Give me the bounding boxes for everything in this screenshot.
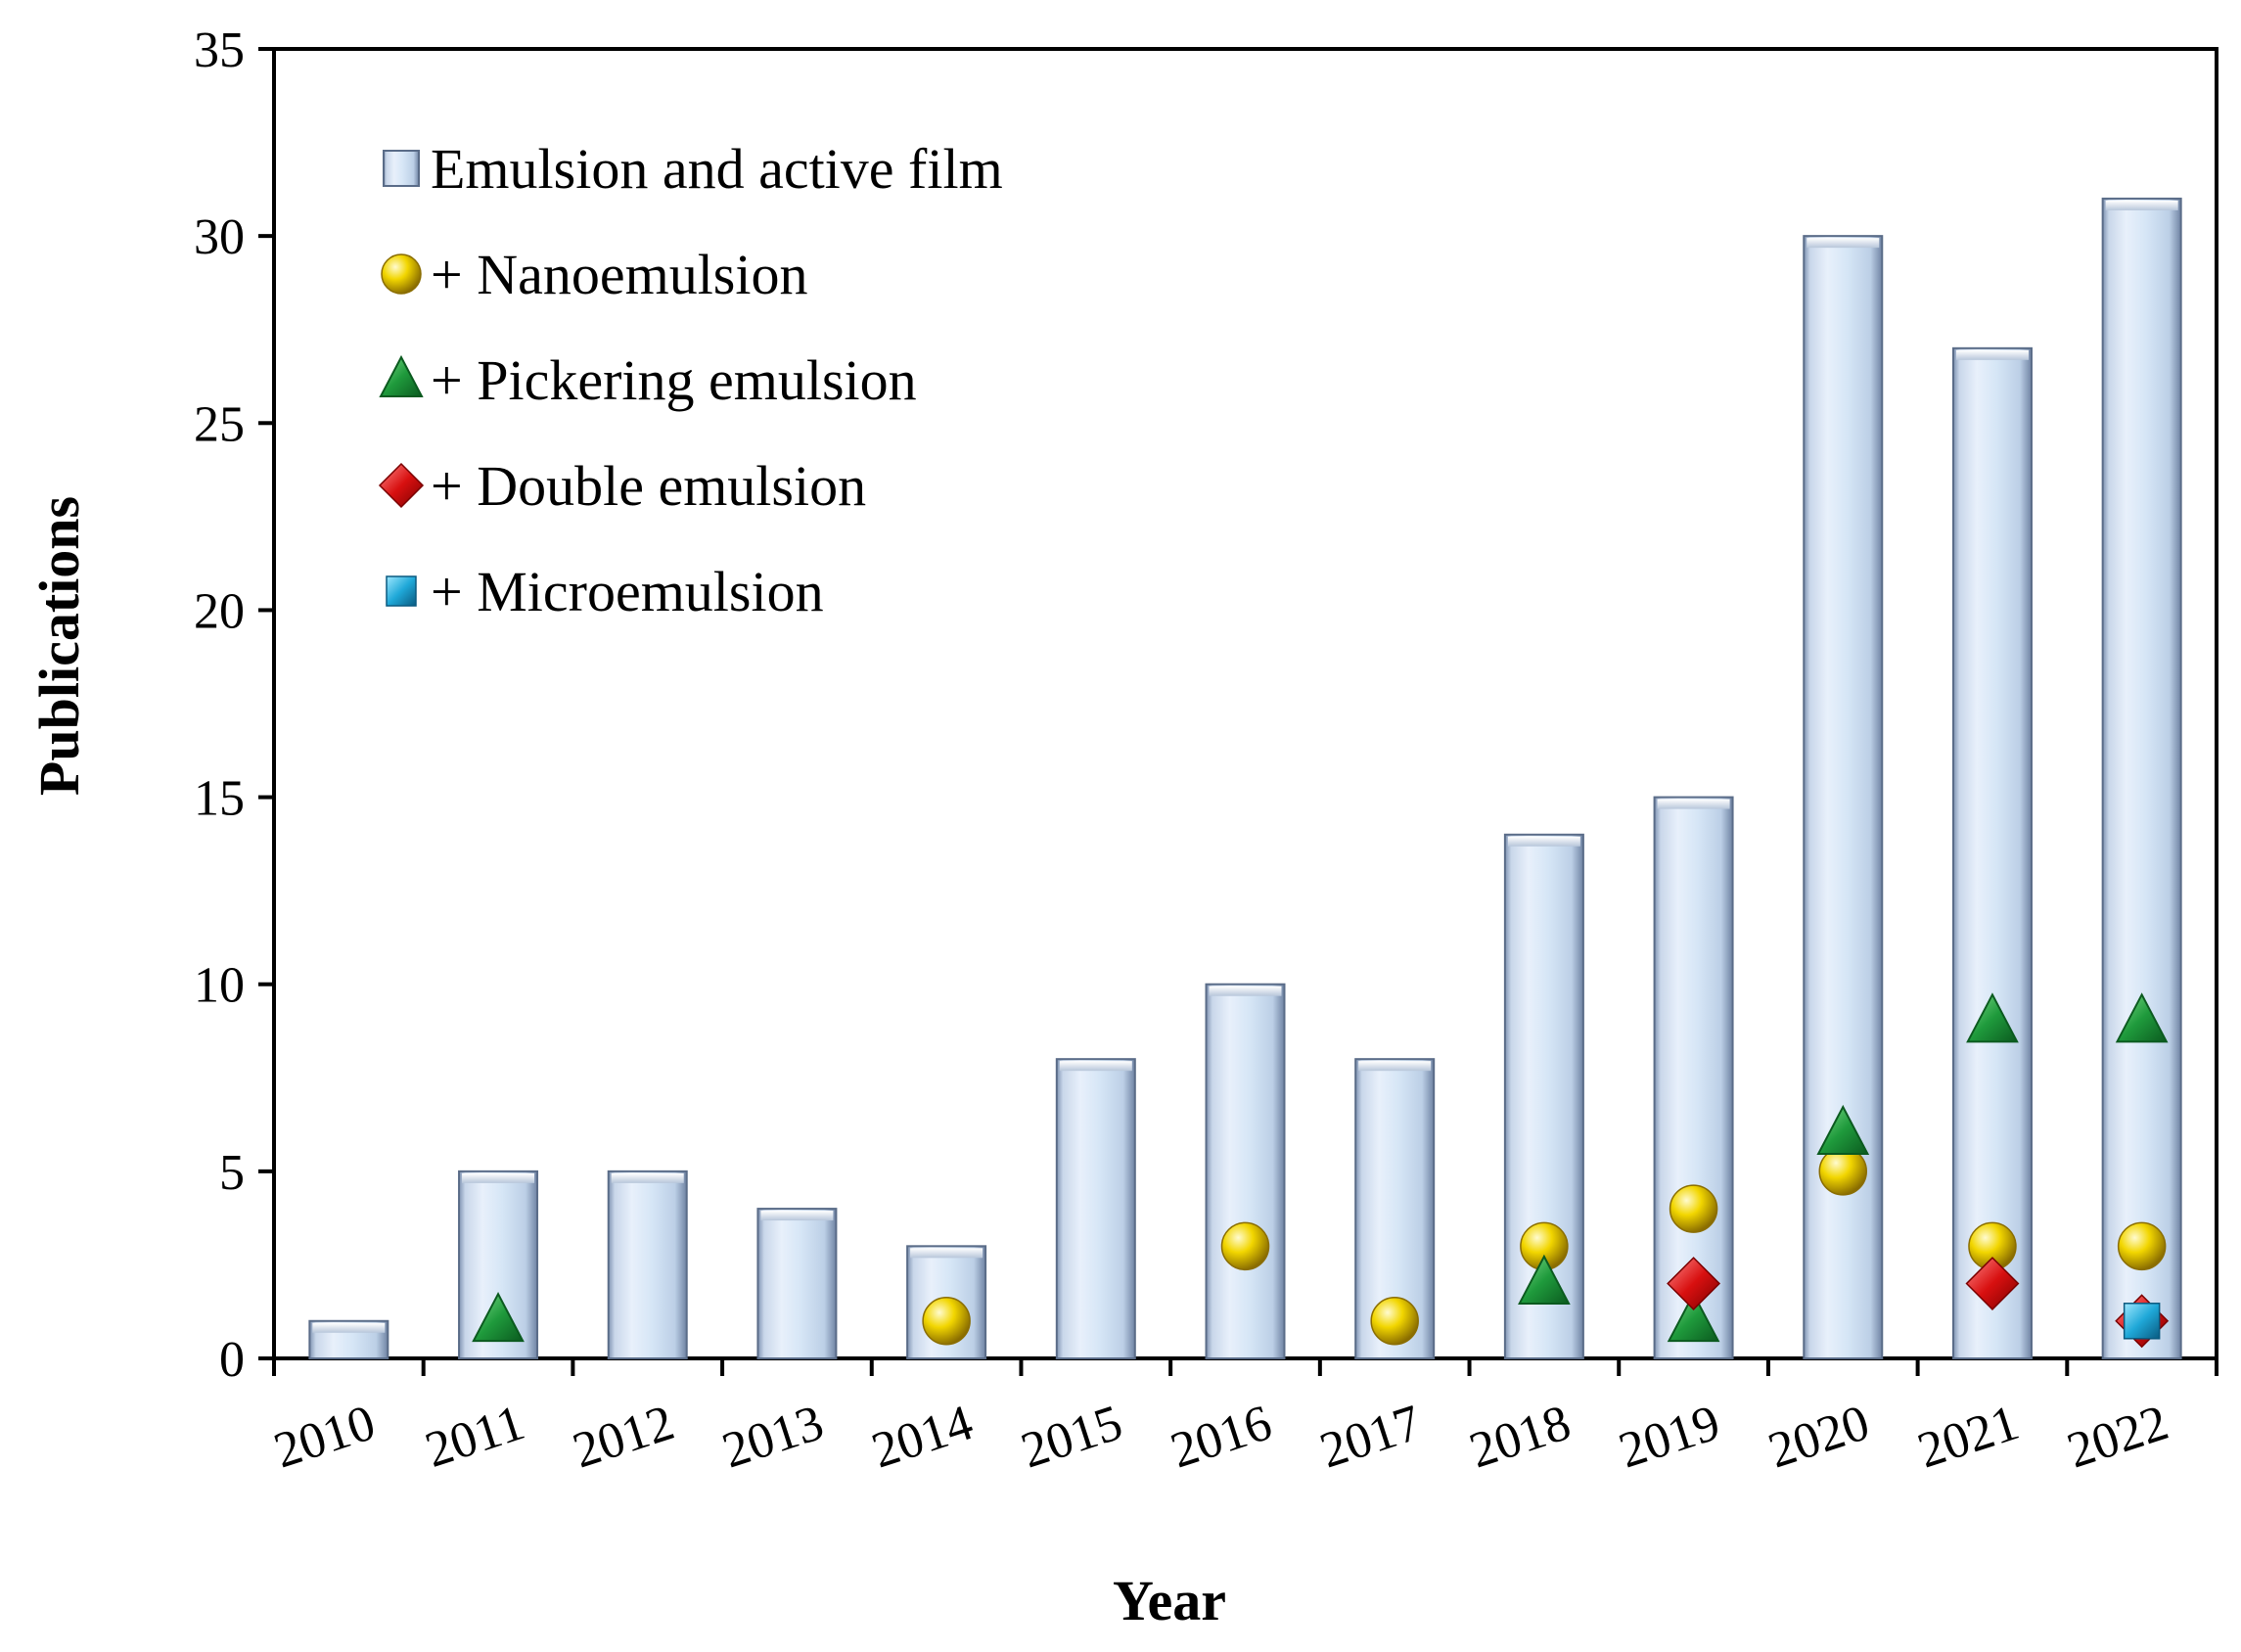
legend-label: + Nanoemulsion (431, 243, 808, 306)
legend-diamond-swatch (378, 462, 425, 509)
legend-item-square: + Microemulsion (386, 560, 824, 623)
diamond-marker (1965, 1257, 2020, 1311)
bar (1205, 983, 1286, 1359)
x-tick-label: 2018 (1463, 1395, 1578, 1479)
x-tick-label: 2010 (268, 1395, 383, 1479)
triangle-marker (1667, 1292, 1720, 1343)
legend-label: Emulsion and active film (431, 137, 1003, 201)
x-axis-title: Year (1113, 1569, 1226, 1632)
legend-circle-swatch (381, 253, 422, 295)
square-marker (2123, 1303, 2161, 1340)
x-tick-label: 2013 (716, 1395, 831, 1479)
x-tick-label: 2022 (2061, 1395, 2175, 1479)
x-tick-label: 2015 (1015, 1395, 1129, 1479)
legend-triangle-swatch (379, 354, 424, 397)
legend-label: + Double emulsion (431, 454, 866, 518)
bars-group (308, 197, 2182, 1360)
legend-square-swatch (386, 575, 417, 607)
legend-item-bars: Emulsion and active film (383, 137, 1003, 201)
legend-label: + Pickering emulsion (431, 348, 917, 412)
bar (1055, 1058, 1136, 1359)
triangle-marker (1518, 1254, 1571, 1305)
y-tick-label: 25 (194, 396, 245, 452)
legend-bar-swatch (383, 150, 420, 187)
circle-marker (1818, 1147, 1868, 1196)
y-tick-label: 0 (219, 1332, 245, 1388)
circle-marker (2117, 1221, 2167, 1271)
y-tick-label: 15 (194, 771, 245, 827)
triangle-marker (1966, 992, 2019, 1043)
legend-item-triangle: + Pickering emulsion (379, 348, 917, 412)
triangle-marker (472, 1292, 525, 1343)
bar (308, 1319, 389, 1360)
bar (607, 1170, 688, 1360)
circle-marker (1669, 1184, 1718, 1233)
y-tick-label: 5 (219, 1145, 245, 1201)
triangle-marker (1816, 1104, 1870, 1156)
legend-label: + Microemulsion (431, 560, 824, 623)
x-tick-label: 2016 (1165, 1395, 1279, 1479)
y-tick-label: 35 (194, 23, 245, 78)
y-axis-title: Publications (27, 496, 91, 796)
x-tick-label: 2011 (419, 1395, 531, 1479)
x-tick-label: 2014 (865, 1395, 980, 1479)
markers-group (472, 992, 2170, 1349)
bar (2101, 197, 2182, 1359)
x-axis-ticks: 2010 2011 2012 2013 2014 2015 2016 2017 2018 2019… (268, 1358, 2218, 1480)
y-tick-label: 30 (194, 209, 245, 265)
legend: Emulsion and active film + Nanoemulsion + … (378, 137, 1003, 623)
diamond-marker (1667, 1257, 1721, 1311)
bar (1951, 346, 2033, 1359)
circle-marker (1220, 1221, 1270, 1271)
legend-item-circle: + Nanoemulsion (381, 243, 808, 306)
x-tick-label: 2019 (1613, 1395, 1727, 1479)
bar (756, 1208, 838, 1359)
x-tick-label: 2021 (1911, 1395, 2026, 1479)
y-tick-label: 20 (194, 583, 245, 639)
x-tick-label: 2020 (1761, 1395, 1876, 1479)
circle-marker (922, 1297, 971, 1346)
legend-item-diamond: + Double emulsion (378, 454, 866, 518)
y-axis-ticks: 0 5 10 15 20 25 30 35 (194, 23, 274, 1388)
triangle-marker (2115, 992, 2169, 1043)
x-tick-label: 2012 (567, 1395, 681, 1479)
y-tick-label: 10 (194, 958, 245, 1014)
x-tick-label: 2017 (1313, 1395, 1428, 1479)
circle-marker (1370, 1297, 1419, 1346)
